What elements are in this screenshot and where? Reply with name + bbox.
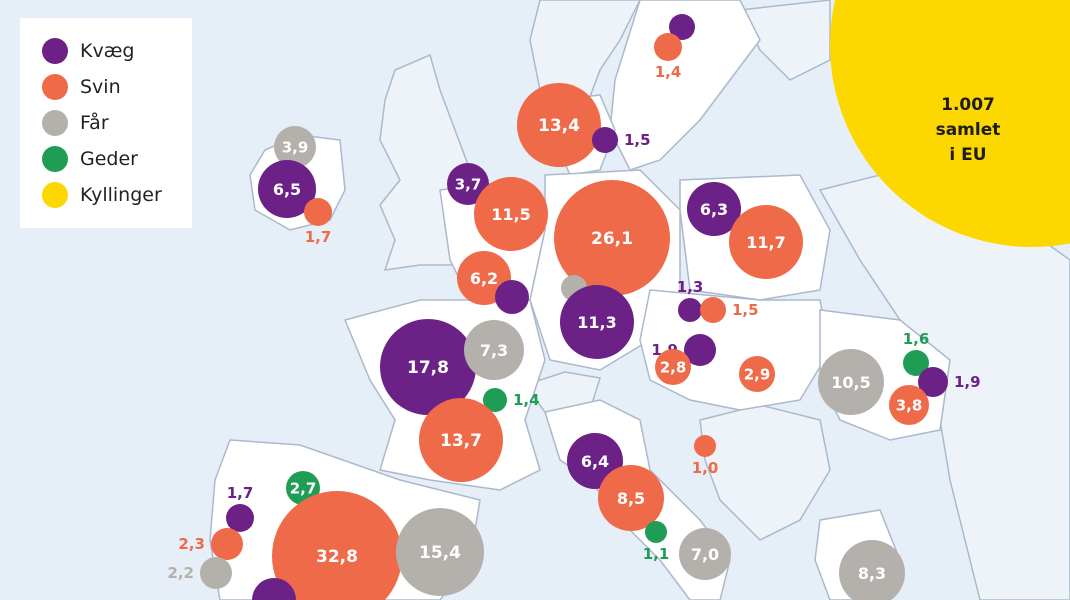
bubble-label-denmark-kvaeg: 1,5: [624, 131, 651, 149]
bubble-label-hungary-svin: 2,9: [744, 365, 771, 383]
bubble-netherlands-svin: [474, 177, 548, 251]
bubble-france-faar: [464, 320, 524, 380]
bubble-label-netherlands-svin: 11,5: [491, 205, 530, 224]
bubble-czech-svin: [700, 297, 726, 323]
bubble-label-portugal-kvaeg: 1,7: [227, 484, 254, 502]
kyllinger-swatch: [42, 182, 68, 208]
legend-item-faar: Får: [42, 108, 109, 138]
bubble-france-kvaeg: [380, 319, 476, 415]
bubble-poland-kvaeg: [687, 182, 741, 236]
bubble-label-germany-svin: 26,1: [591, 229, 633, 249]
svin-swatch: [42, 74, 68, 100]
bubble-label-sweden-svin: 1,4: [655, 63, 682, 81]
bubble-netherlands-kvaeg: [447, 163, 489, 205]
kvaeg-swatch: [42, 38, 68, 64]
bubble-label-austria-svin: 2,8: [660, 358, 687, 376]
bubble-poland-svin: [729, 205, 803, 279]
bubble-denmark-svin: [517, 83, 601, 167]
bubble-ireland-svin: [304, 198, 332, 226]
bubble-romania-kvaeg: [918, 367, 948, 397]
bubble-czech-kvaeg: [678, 298, 702, 322]
bubble-france-svin: [419, 398, 503, 482]
bubble-label-czech-kvaeg: 1,3: [677, 278, 704, 296]
bubble-portugal-kvaeg: [226, 504, 254, 532]
legend-item-kyllinger: Kyllinger: [42, 180, 162, 210]
bubble-belgium-kvaeg: [495, 280, 529, 314]
bubble-spain-faar: [396, 508, 484, 596]
faar-swatch: [42, 110, 68, 136]
legend-item-kvaeg: Kvæg: [42, 36, 134, 66]
geder-swatch: [42, 146, 68, 172]
eu-total-bubble: [830, 0, 1070, 247]
bubble-label-netherlands-kvaeg: 3,7: [455, 175, 482, 193]
legend-label-kvaeg: Kvæg: [80, 40, 135, 62]
bubble-denmark-kvaeg: [592, 127, 618, 153]
bubble-romania-svin: [889, 385, 929, 425]
bubble-label-france-kvaeg: 17,8: [407, 358, 449, 378]
bubble-label-france-faar: 7,3: [480, 341, 508, 360]
bubble-label-italy-geder: 1,1: [643, 545, 670, 563]
bubble-ireland-kvaeg: [258, 160, 316, 218]
eu-total-line-samlet: samlet: [936, 120, 1001, 140]
bubble-italy-geder: [645, 521, 667, 543]
bubble-label-croatia-svin: 1,0: [692, 459, 719, 477]
bubble-ireland-faar: [274, 126, 316, 168]
bubble-label-romania-svin: 3,8: [896, 396, 923, 414]
eu-total-label: 1.007 samlet i EU: [936, 95, 1001, 165]
legend-item-svin: Svin: [42, 72, 121, 102]
bubble-label-romania-faar: 10,5: [831, 373, 870, 392]
bubble-sweden-kvaeg: [669, 14, 695, 40]
bubble-spain-svin: [272, 491, 402, 600]
bubble-label-italy-kvaeg: 6,4: [581, 452, 609, 471]
bubble-austria-kvaeg: [684, 334, 716, 366]
legend: Kvæg Svin Får Geder Kyllinger: [20, 18, 192, 228]
bubble-label-ireland-kvaeg: 6,5: [273, 180, 301, 199]
bubble-label-germany-kvaeg: 11,3: [577, 313, 616, 332]
bubble-romania-geder: [903, 350, 929, 376]
bubble-austria-svin: [655, 349, 691, 385]
bubble-sweden-svin: [654, 33, 682, 61]
bubble-label-romania-kvaeg: 1,9: [954, 373, 981, 391]
bubble-label-poland-kvaeg: 6,3: [700, 200, 728, 219]
bubble-label-spain-svin: 32,8: [316, 547, 358, 567]
bubble-label-spain-faar: 15,4: [419, 543, 461, 563]
bubble-label-belgium-svin: 6,2: [470, 269, 498, 288]
bubble-hungary-svin: [739, 356, 775, 392]
bubble-label-france-svin: 13,7: [440, 431, 482, 451]
bubble-label-romania-geder: 1,6: [903, 330, 930, 348]
bubble-label-france-geder: 1,4: [513, 391, 540, 409]
bubble-label-ireland-svin: 1,7: [305, 228, 332, 246]
bubble-label-portugal-svin: 2,3: [178, 535, 205, 553]
legend-item-geder: Geder: [42, 144, 138, 174]
bubble-label-denmark-svin: 13,4: [538, 116, 580, 136]
eu-total-line-eu: i EU: [949, 145, 986, 165]
bubble-romania-faar: [818, 349, 884, 415]
bubble-germany-kvaeg: [560, 285, 634, 359]
bubble-greece-faar: [839, 540, 905, 600]
bubble-label-portugal-faar: 2,2: [167, 564, 194, 582]
legend-label-geder: Geder: [80, 148, 138, 170]
bubble-germany-svin: [554, 180, 670, 296]
legend-label-kyllinger: Kyllinger: [80, 184, 162, 206]
legend-label-svin: Svin: [80, 76, 121, 98]
bubble-label-italy-svin: 8,5: [617, 489, 645, 508]
bubble-label-greece-faar: 8,3: [858, 564, 886, 583]
bubble-label-ireland-faar: 3,9: [282, 138, 309, 156]
bubble-france-geder: [483, 388, 507, 412]
bubble-label-poland-svin: 11,7: [746, 233, 785, 252]
bubble-label-spain-geder: 2,7: [290, 479, 317, 497]
bubble-croatia-svin: [694, 435, 716, 457]
bubble-spain-kvaeg: [252, 578, 296, 600]
bubble-portugal-svin: [211, 528, 243, 560]
bubbles-layer: 1,4 13,4 1,5 3,9 6,5 1,7 3,7 11,5 26,1 6,3 11,7 6,2…: [167, 14, 981, 600]
bubble-portugal-faar: [200, 557, 232, 589]
bubble-italy-svin: [598, 465, 664, 531]
eu-total-line-value: 1.007: [941, 95, 995, 115]
bubble-italy-faar: [679, 528, 731, 580]
bubble-label-czech-svin: 1,5: [732, 301, 759, 319]
bubble-label-italy-faar: 7,0: [691, 545, 719, 564]
legend-label-faar: Får: [80, 112, 109, 134]
